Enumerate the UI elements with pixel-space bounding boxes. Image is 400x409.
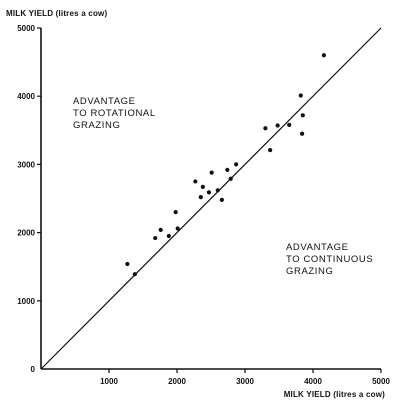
y-tick-label: 4000 bbox=[17, 92, 35, 101]
x-tick-label: 2000 bbox=[168, 377, 186, 386]
annotation-lower: ADVANTAGE TO CONTINUOUS GRAZING bbox=[286, 242, 373, 277]
data-point bbox=[200, 184, 205, 190]
y-tick-label: 5000 bbox=[17, 24, 35, 33]
data-point bbox=[198, 195, 203, 200]
chart-marks: 1000 2000 3000 4000 5000 1000 2000 3000 4000 5000… bbox=[17, 24, 390, 386]
data-point bbox=[225, 167, 230, 172]
y-tick-label: 1000 bbox=[17, 297, 35, 306]
data-point bbox=[193, 179, 198, 184]
annotation-lower-line-1: ADVANTAGE bbox=[286, 242, 349, 253]
data-point bbox=[206, 190, 212, 195]
data-point bbox=[166, 233, 171, 239]
annotation-upper: ADVANTAGE TO ROTATIONAL GRAZING bbox=[73, 96, 156, 131]
x-axis-title: MILK YIELD (litres a cow) bbox=[284, 390, 385, 399]
data-point bbox=[125, 261, 130, 267]
data-point bbox=[158, 227, 163, 232]
y-axis-title: MILK YIELD (litres a cow) bbox=[6, 9, 107, 18]
data-point bbox=[215, 188, 220, 193]
data-point bbox=[268, 147, 273, 153]
data-point bbox=[153, 235, 158, 241]
y-tick-label: 2000 bbox=[17, 229, 35, 238]
data-point bbox=[287, 122, 292, 127]
data-point bbox=[173, 210, 178, 215]
data-point bbox=[219, 197, 224, 202]
equality-line bbox=[40, 27, 382, 370]
data-point bbox=[298, 93, 303, 98]
data-point bbox=[228, 176, 233, 181]
annotation-upper-line-3: GRAZING bbox=[73, 120, 120, 131]
data-point bbox=[263, 126, 268, 131]
annotation-upper-line-2: TO ROTATIONAL bbox=[73, 108, 156, 119]
data-point bbox=[275, 123, 280, 128]
data-point bbox=[321, 53, 326, 58]
annotation-upper-line-1: ADVANTAGE bbox=[73, 96, 136, 107]
x-tick-label: 4000 bbox=[304, 377, 322, 386]
data-point bbox=[300, 131, 305, 136]
annotation-lower-line-2: TO CONTINUOUS bbox=[286, 254, 373, 265]
data-point bbox=[209, 170, 214, 175]
data-point bbox=[300, 113, 305, 118]
x-tick-label: 3000 bbox=[236, 377, 254, 386]
x-tick-label: 1000 bbox=[100, 377, 118, 386]
x-tick-label: 5000 bbox=[372, 377, 390, 386]
origin-tick-label: 0 bbox=[31, 365, 36, 374]
y-tick-label: 3000 bbox=[17, 160, 35, 169]
data-point bbox=[175, 226, 180, 231]
data-point bbox=[132, 272, 137, 277]
data-point bbox=[234, 162, 239, 167]
annotation-lower-line-3: GRAZING bbox=[286, 266, 333, 277]
